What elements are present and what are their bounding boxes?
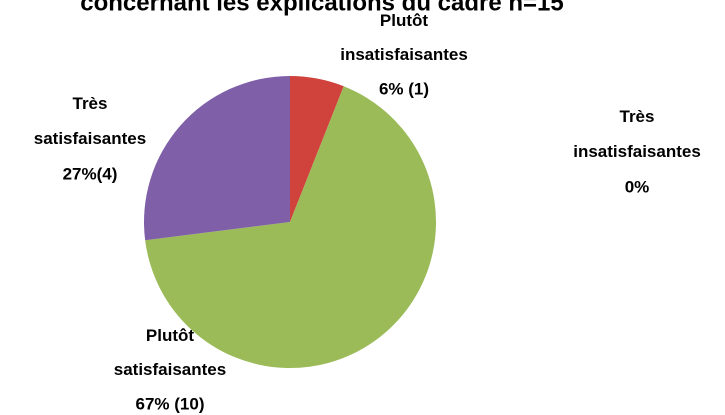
slice-label: Plutôt satisfaisantes xyxy=(114,326,226,379)
value-label: 0% xyxy=(625,177,650,196)
value-label: 6% (1) xyxy=(379,79,429,98)
slice-label: Très satisfaisantes xyxy=(34,94,146,148)
pie-slice xyxy=(144,76,290,241)
value-label: 67% (10) xyxy=(136,394,205,413)
pie-slice xyxy=(145,86,437,369)
value-label: 27%(4) xyxy=(63,164,118,183)
slice-label: Très insatisfaisantes xyxy=(573,107,701,161)
chart-title: concernant les explications du cadre n=1… xyxy=(80,0,564,16)
slice-label: Plutôt insatisfaisantes xyxy=(340,11,468,64)
pie-slice xyxy=(290,76,344,222)
